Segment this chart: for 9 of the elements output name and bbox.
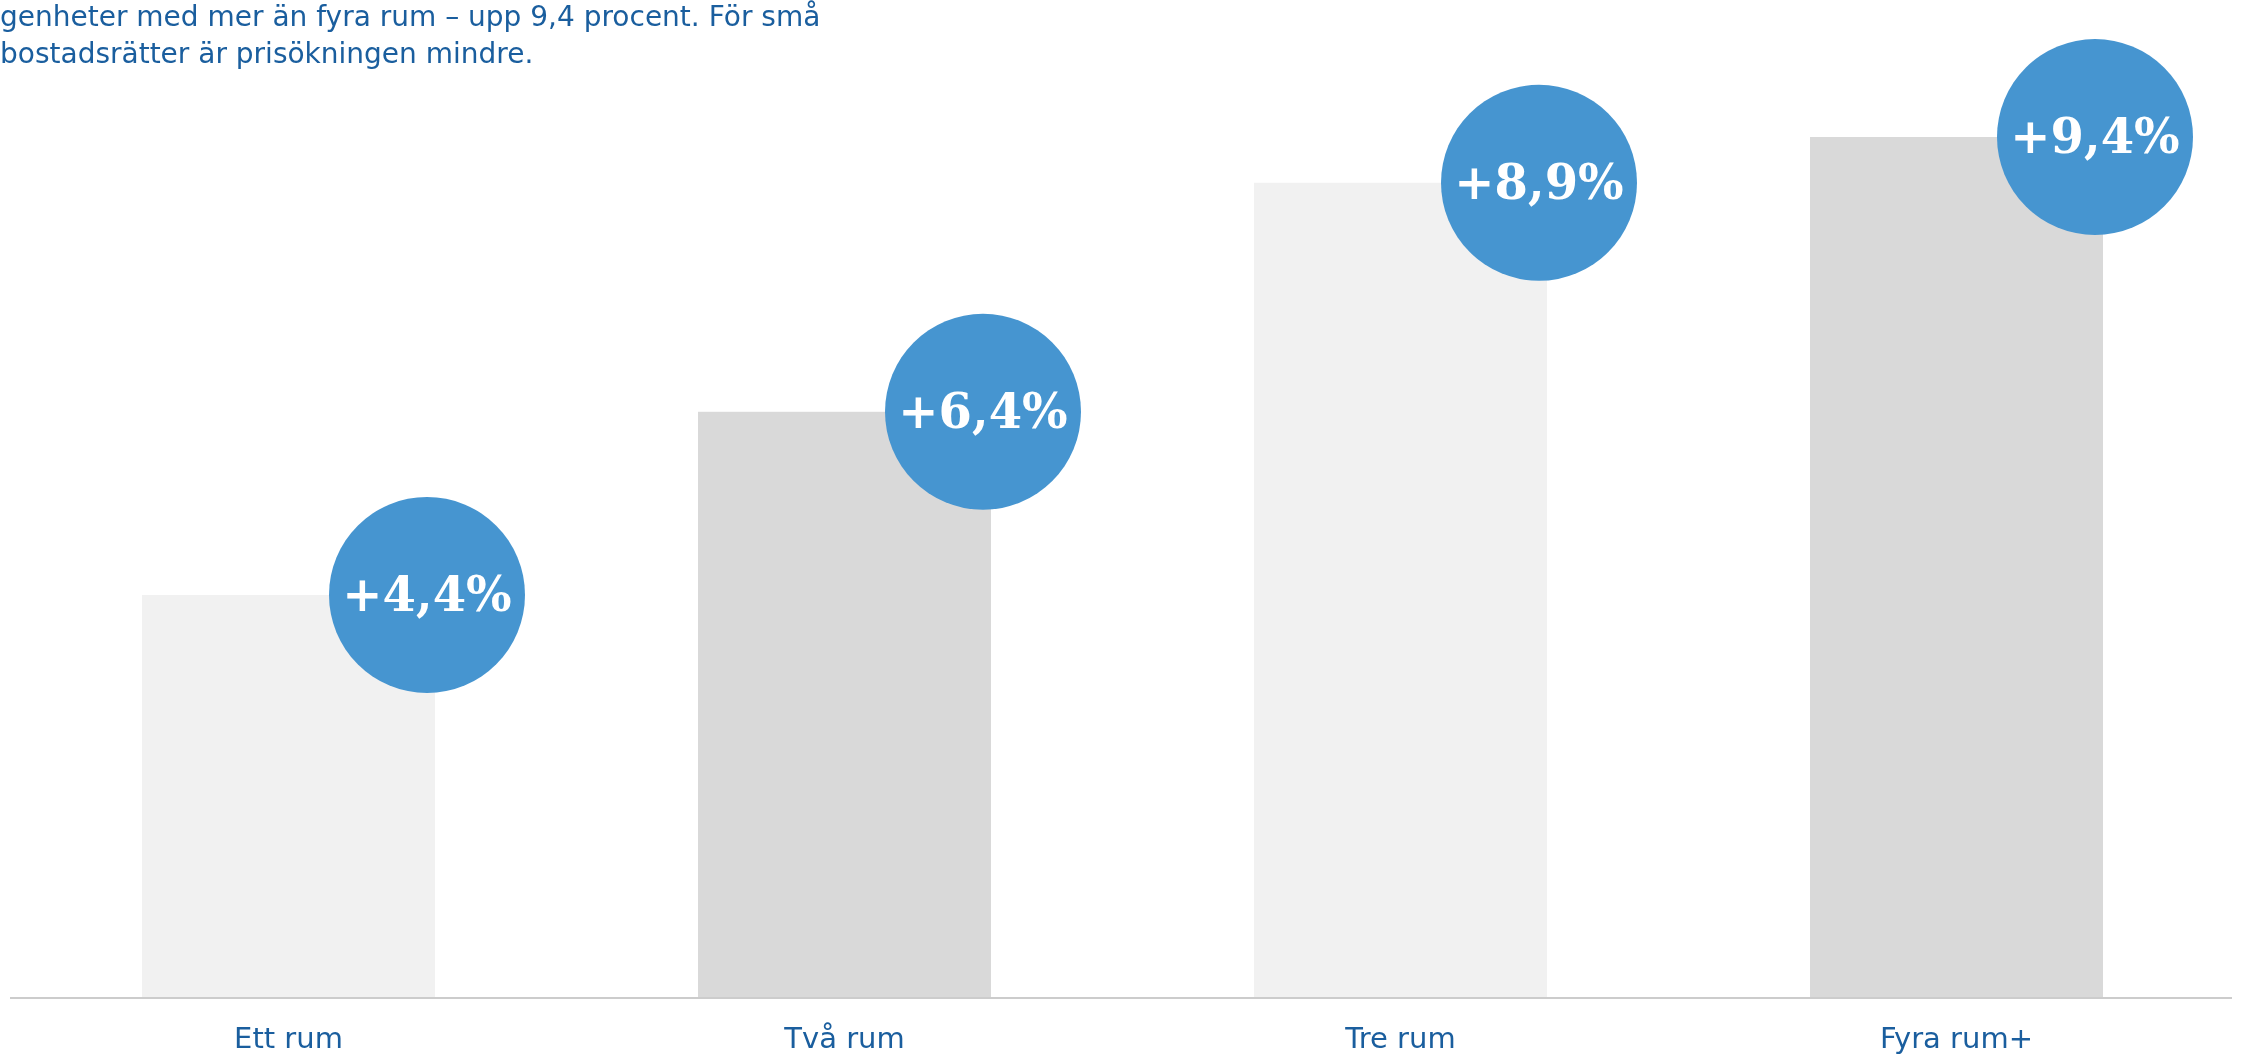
x-tick-label: Ett rum [234, 1021, 343, 1055]
data-label: +8,9% [1454, 153, 1624, 210]
x-tick-label: Fyra rum+ [1880, 1021, 2033, 1055]
data-label: +4,4% [342, 565, 512, 622]
x-tick-label: Två rum [783, 1021, 905, 1055]
x-tick-label: Tre rum [1344, 1021, 1456, 1055]
data-label: +9,4% [2010, 108, 2180, 164]
chart-title: genheter med mer än fyra rum – upp 9,4 procent. För små bostadsrätter är prisökningen mindre. [0, 0, 821, 70]
data-label: +6,4% [898, 382, 1068, 439]
